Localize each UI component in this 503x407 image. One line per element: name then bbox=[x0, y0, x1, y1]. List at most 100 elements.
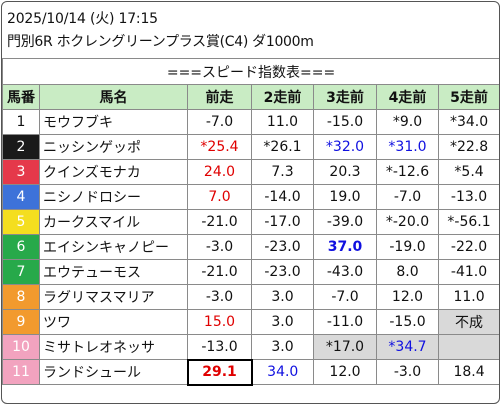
speed-index-cell: *34.7 bbox=[376, 334, 439, 360]
table-row: 4 ニシノドロシー 7.0 -14.0 19.0 -7.0 -13.0 bbox=[2, 184, 499, 210]
horse-number: 11 bbox=[2, 359, 40, 385]
speed-index-cell: -7.0 bbox=[376, 184, 439, 210]
speed-index-cell: -23.0 bbox=[251, 234, 314, 260]
horse-name: ニシノドロシー bbox=[39, 184, 188, 210]
table-body: 1 モウフブキ -7.0 11.0 -15.0 *9.0 *34.0 2 ニッシンゲッポ *25.… bbox=[2, 109, 499, 386]
speed-index-cell: -3.0 bbox=[187, 284, 252, 310]
speed-index-cell: *25.4 bbox=[187, 134, 252, 160]
table-row: 6 エイシンキャノピー -3.0 -23.0 37.0 -19.0 -22.0 bbox=[2, 234, 499, 260]
horse-number: 3 bbox=[2, 159, 40, 185]
table-row: 8 ラグリマスマリア -3.0 3.0 -7.0 12.0 11.0 bbox=[2, 284, 499, 310]
speed-index-cell: *-56.1 bbox=[437, 209, 499, 235]
horse-number: 2 bbox=[2, 134, 40, 160]
horse-name: ニッシンゲッポ bbox=[39, 134, 188, 160]
speed-index-table: ===スピード指数表=== 馬番 馬名 前走 2走前 3走前 4走前 5走前 1 モウフブキ -… bbox=[2, 58, 499, 386]
speed-index-cell: -19.0 bbox=[376, 234, 439, 260]
horse-name: ラグリマスマリア bbox=[39, 284, 188, 310]
speed-index-cell: 11.0 bbox=[251, 109, 314, 135]
horse-name: カークスマイル bbox=[39, 209, 188, 235]
column-header: 3走前 bbox=[313, 84, 377, 110]
speed-index-cell: *17.0 bbox=[313, 334, 377, 360]
horse-number: 5 bbox=[2, 209, 40, 235]
column-header: 4走前 bbox=[376, 84, 439, 110]
table-title: ===スピード指数表=== bbox=[2, 58, 499, 85]
horse-number: 4 bbox=[2, 184, 40, 210]
speed-index-cell: 不成 bbox=[437, 309, 499, 335]
horse-name: ツワ bbox=[39, 309, 188, 335]
horse-number: 1 bbox=[2, 109, 40, 135]
speed-index-cell: 11.0 bbox=[437, 284, 499, 310]
speed-index-cell: *32.0 bbox=[313, 134, 377, 160]
column-header: 2走前 bbox=[251, 84, 314, 110]
speed-index-cell: -17.0 bbox=[251, 209, 314, 235]
speed-index-cell: 15.0 bbox=[187, 309, 252, 335]
horse-number: 6 bbox=[2, 234, 40, 260]
speed-index-cell: 7.3 bbox=[251, 159, 314, 185]
speed-index-cell: *31.0 bbox=[376, 134, 439, 160]
speed-index-cell: 20.3 bbox=[313, 159, 377, 185]
speed-index-cell: -21.0 bbox=[187, 209, 252, 235]
speed-index-cell: 7.0 bbox=[187, 184, 252, 210]
speed-index-cell: *-12.6 bbox=[376, 159, 439, 185]
horse-name: ランドシュール bbox=[39, 359, 188, 385]
speed-index-cell: -15.0 bbox=[376, 309, 439, 335]
speed-index-cell: 8.0 bbox=[376, 259, 439, 285]
speed-index-cell: 12.0 bbox=[376, 284, 439, 310]
horse-number: 7 bbox=[2, 259, 40, 285]
speed-index-cell: -7.0 bbox=[187, 109, 252, 135]
speed-index-cell: -21.0 bbox=[187, 259, 252, 285]
speed-index-cell: *26.1 bbox=[251, 134, 314, 160]
speed-index-cell: 3.0 bbox=[251, 284, 314, 310]
speed-index-cell: 29.1 bbox=[186, 358, 253, 386]
horse-name: エウテューモス bbox=[39, 259, 188, 285]
speed-index-cell: -3.0 bbox=[187, 234, 252, 260]
speed-index-cell: -11.0 bbox=[313, 309, 377, 335]
speed-index-cell: -3.0 bbox=[376, 359, 439, 385]
table-row: 7 エウテューモス -21.0 -23.0 -43.0 8.0 -41.0 bbox=[2, 259, 499, 285]
speed-index-cell: -13.0 bbox=[437, 184, 499, 210]
race-datetime: 2025/10/14 (火) 17:15 bbox=[7, 11, 158, 27]
speed-index-cell: 24.0 bbox=[187, 159, 252, 185]
speed-index-cell: *5.4 bbox=[437, 159, 499, 185]
speed-index-cell: 3.0 bbox=[251, 309, 314, 335]
speed-index-cell: -23.0 bbox=[251, 259, 314, 285]
speed-index-cell: *-20.0 bbox=[376, 209, 439, 235]
horse-name: クインズモナカ bbox=[39, 159, 188, 185]
speed-index-cell: -15.0 bbox=[313, 109, 377, 135]
speed-index-cell: -41.0 bbox=[437, 259, 499, 285]
horse-number: 10 bbox=[2, 334, 40, 360]
column-header: 馬名 bbox=[39, 84, 188, 110]
table-row: 3 クインズモナカ 24.0 7.3 20.3 *-12.6 *5.4 bbox=[2, 159, 499, 185]
table-row: 10 ミサトレオネッサ -13.0 3.0 *17.0 *34.7 bbox=[2, 334, 499, 360]
speed-index-cell: 3.0 bbox=[251, 334, 314, 360]
horse-name: モウフブキ bbox=[39, 109, 188, 135]
speed-index-cell: 19.0 bbox=[313, 184, 377, 210]
race-title: 門別6R ホクレングリーンプラス賞(C4) ダ1000m bbox=[7, 34, 314, 50]
speed-index-cell: -7.0 bbox=[313, 284, 377, 310]
speed-index-cell: *22.8 bbox=[437, 134, 499, 160]
header-row: 馬番 馬名 前走 2走前 3走前 4走前 5走前 bbox=[2, 84, 499, 110]
horse-number: 9 bbox=[2, 309, 40, 335]
horse-name: エイシンキャノピー bbox=[39, 234, 188, 260]
horse-name: ミサトレオネッサ bbox=[39, 334, 188, 360]
speed-index-cell: -13.0 bbox=[187, 334, 252, 360]
speed-index-cell: -22.0 bbox=[437, 234, 499, 260]
table-row: 11 ランドシュール 29.1 34.0 12.0 -3.0 18.4 bbox=[2, 358, 499, 386]
speed-index-cell: 34.0 bbox=[251, 359, 314, 385]
speed-index-cell: 18.4 bbox=[437, 359, 499, 385]
table-row: 2 ニッシンゲッポ *25.4 *26.1 *32.0 *31.0 *22.8 bbox=[2, 134, 499, 160]
speed-index-cell: -43.0 bbox=[313, 259, 377, 285]
table-row: 1 モウフブキ -7.0 11.0 -15.0 *9.0 *34.0 bbox=[2, 109, 499, 135]
column-header: 馬番 bbox=[2, 84, 40, 110]
table-row: 5 カークスマイル -21.0 -17.0 -39.0 *-20.0 *-56.1 bbox=[2, 209, 499, 235]
speed-index-cell: *9.0 bbox=[376, 109, 439, 135]
speed-index-cell: 12.0 bbox=[313, 359, 377, 385]
speed-index-cell: *34.0 bbox=[437, 109, 499, 135]
column-header: 前走 bbox=[187, 84, 252, 110]
horse-number: 8 bbox=[2, 284, 40, 310]
speed-index-cell: -39.0 bbox=[313, 209, 377, 235]
speed-index-cell bbox=[437, 334, 499, 360]
column-header: 5走前 bbox=[437, 84, 499, 110]
speed-index-cell: 37.0 bbox=[313, 234, 377, 260]
